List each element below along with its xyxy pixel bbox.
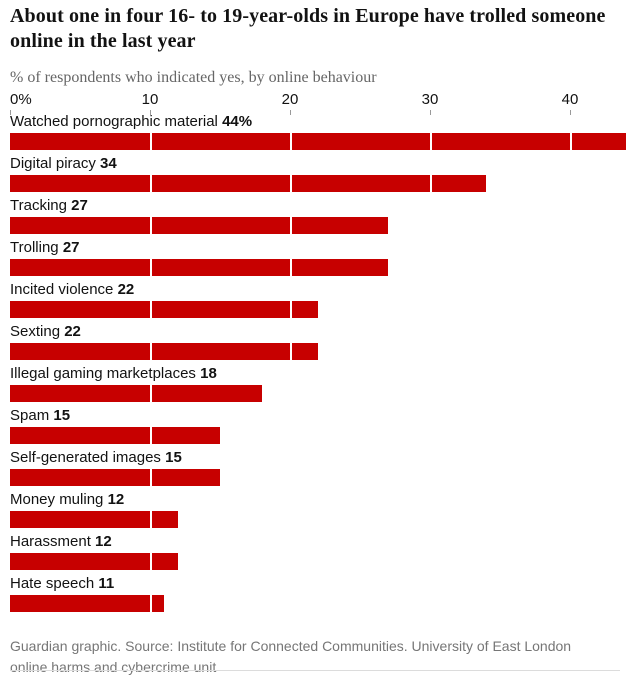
bar-label: Money muling 12 xyxy=(10,491,630,508)
axis-tick-label: 40 xyxy=(561,91,579,108)
bar-row: Money muling 12 xyxy=(10,491,630,533)
bar-gridline xyxy=(430,175,432,192)
bar-value-text: 27 xyxy=(62,239,80,256)
bar-value-text: 27 xyxy=(71,197,88,214)
bar-gridline xyxy=(150,595,152,612)
axis-tick-label: 30 xyxy=(421,91,439,108)
bar-label: Illegal gaming marketplaces 18 xyxy=(10,365,630,382)
bar xyxy=(10,259,388,276)
bar-category-text: Self-generated images xyxy=(10,449,161,466)
bar xyxy=(10,133,626,150)
bar-gridline xyxy=(290,133,292,150)
bar-row: Spam 15 xyxy=(10,407,630,449)
bar-value-text: 11 xyxy=(98,575,115,592)
bar-category-text: Spam xyxy=(10,407,50,424)
bar-gridline xyxy=(150,427,152,444)
bar-row: Trolling 27 xyxy=(10,239,630,281)
bar-value-text: 18 xyxy=(200,365,217,382)
bar-category-text: Harassment xyxy=(10,533,91,550)
bar-row: Hate speech 11 xyxy=(10,575,630,617)
axis-tick-mark xyxy=(10,110,11,115)
bar-gridline xyxy=(150,259,152,276)
bar-label: Harassment 12 xyxy=(10,533,630,550)
bar-gridline xyxy=(290,259,292,276)
bar-category-text: Digital piracy xyxy=(10,155,96,172)
bar-category-text: Incited violence xyxy=(10,281,114,298)
bar-row: Harassment 12 xyxy=(10,533,630,575)
bar-value-text: 34 xyxy=(100,155,117,172)
axis-tick-mark xyxy=(290,110,291,115)
axis-tick-mark xyxy=(150,110,151,115)
chart-title: About one in four 16- to 19-year-olds in… xyxy=(10,5,606,52)
bar-gridline xyxy=(150,469,152,486)
axis-tick-label: 20 xyxy=(281,91,299,108)
bar-value-text: 12 xyxy=(107,491,125,508)
bar-gridline xyxy=(150,553,152,570)
bar xyxy=(10,343,318,360)
bar-category-text: Illegal gaming marketplaces xyxy=(10,365,196,382)
bar-gridline xyxy=(150,133,152,150)
axis-tick-label: 0% xyxy=(10,91,32,108)
bar-row: Watched pornographic material 44% xyxy=(10,113,630,155)
bar-category-text: Tracking xyxy=(10,197,67,214)
bar-label: Trolling 27 xyxy=(10,239,630,256)
bottom-divider xyxy=(10,670,620,671)
bar xyxy=(10,511,178,528)
bar-gridline xyxy=(150,343,152,360)
bar-value-text: 22 xyxy=(64,323,81,340)
axis-tick-label: 10 xyxy=(141,91,159,108)
bar-gridline xyxy=(150,385,152,402)
bar-gridline xyxy=(430,133,432,150)
source-note: Guardian graphic. Source: Institute for … xyxy=(10,638,572,675)
bar-value-text: 22 xyxy=(117,281,135,298)
bar xyxy=(10,595,164,612)
bar-label: Tracking 27 xyxy=(10,197,630,214)
bar-row: Illegal gaming marketplaces 18 xyxy=(10,365,630,407)
bar xyxy=(10,175,486,192)
bar-gridline xyxy=(290,175,292,192)
bar-label: Incited violence 22 xyxy=(10,281,630,298)
bar-category-text: Money muling xyxy=(10,491,104,508)
bar-gridline xyxy=(290,217,292,234)
bar-category-text: Watched pornographic material xyxy=(10,113,218,130)
bar xyxy=(10,427,220,444)
bar-label: Self-generated images 15 xyxy=(10,449,630,466)
bar-category-text: Sexting xyxy=(10,323,61,340)
bar xyxy=(10,469,220,486)
bar-rows: Watched pornographic material 44% Digita… xyxy=(10,113,630,617)
axis-tick-mark xyxy=(430,110,431,115)
chart-subtitle: % of respondents who indicated yes, by o… xyxy=(10,69,377,86)
bar-gridline xyxy=(290,343,292,360)
bar-row: Self-generated images 15 xyxy=(10,449,630,491)
bar-row: Sexting 22 xyxy=(10,323,630,365)
bar-gridline xyxy=(290,301,292,318)
bar-gridline xyxy=(150,175,152,192)
bar-value-text: 12 xyxy=(95,533,112,550)
bar-label: Hate speech 11 xyxy=(10,575,630,592)
bar-label: Spam 15 xyxy=(10,407,630,424)
bar-label: Watched pornographic material 44% xyxy=(10,113,630,130)
bar-gridline xyxy=(570,133,572,150)
bar xyxy=(10,301,318,318)
bar-gridline xyxy=(150,217,152,234)
bar-label: Sexting 22 xyxy=(10,323,630,340)
bar-label: Digital piracy 34 xyxy=(10,155,630,172)
axis-tick-mark xyxy=(570,110,571,115)
bar-row: Incited violence 22 xyxy=(10,281,630,323)
bar-value-text: 15 xyxy=(165,449,182,466)
bar-category-text: Hate speech xyxy=(10,575,95,592)
bar xyxy=(10,553,178,570)
bar-value-text: 44% xyxy=(222,113,253,130)
bar xyxy=(10,385,262,402)
x-axis: 0% 10 20 30 40 xyxy=(10,92,620,116)
bar-category-text: Trolling xyxy=(10,239,59,256)
bar-row: Tracking 27 xyxy=(10,197,630,239)
bar-row: Digital piracy 34 xyxy=(10,155,630,197)
bar xyxy=(10,217,388,234)
bar-value-text: 15 xyxy=(53,407,71,424)
bar-gridline xyxy=(150,511,152,528)
bar-gridline xyxy=(150,301,152,318)
